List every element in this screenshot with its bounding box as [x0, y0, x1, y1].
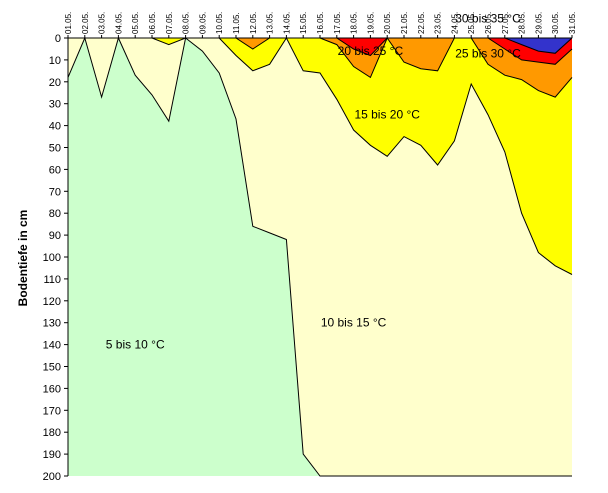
- x-tick-label: 29.05.: [534, 12, 543, 34]
- x-tick-label: 24.05.: [450, 12, 459, 34]
- x-tick-label: 04.05.: [114, 12, 123, 34]
- isotherm-10: [67, 36, 572, 477]
- x-tick-label: 10.05.: [215, 12, 224, 34]
- x-tick-label: 14.05.: [282, 12, 291, 34]
- x-tick-label: 01.05.: [64, 12, 73, 34]
- zone-5-10: [68, 38, 572, 476]
- y-tick-label: 90: [49, 230, 61, 242]
- y-tick-label: 150: [43, 362, 61, 374]
- x-axis: 01.05. 02.05. 03.05. 04.05. 05.05. 06.05. 07.0…: [64, 12, 577, 38]
- y-axis-label: Bodentiefe in cm: [16, 210, 30, 307]
- zone-30-35: [68, 38, 572, 54]
- y-tick-label: 20: [49, 77, 61, 89]
- y-tick-label: 80: [49, 208, 61, 220]
- y-tick-label: 10: [49, 55, 61, 67]
- y-tick-label: 110: [43, 274, 61, 286]
- x-tick-label: 17.05.: [333, 12, 342, 34]
- x-tick-label: 27.05.: [501, 12, 510, 34]
- y-tick-label: 40: [49, 121, 61, 133]
- zone-label: 25 bis 30 °C: [455, 46, 521, 60]
- x-tick-label: 25.05.: [467, 12, 476, 34]
- zone-15-20: [68, 38, 572, 275]
- y-tick-label: 120: [43, 296, 61, 308]
- y-tick-label: 140: [43, 340, 61, 352]
- x-tick-label: 05.05.: [131, 12, 140, 34]
- x-tick-label: 23.05.: [434, 12, 443, 34]
- y-tick-label: 60: [49, 164, 61, 176]
- x-tick-label: 28.05.: [518, 12, 527, 34]
- x-tick-label: 26.05.: [484, 12, 493, 34]
- temperature-zones: [68, 38, 572, 476]
- y-tick-label: 50: [49, 143, 61, 155]
- x-tick-label: 21.05.: [400, 12, 409, 34]
- x-tick-label: 06.05.: [148, 12, 157, 34]
- x-tick-label: 22.05.: [417, 12, 426, 34]
- zone-labels: 5 bis 10 °C 10 bis 15 °C 15 bis 20 °C 20 bi…: [106, 11, 521, 351]
- zone-20-25: [68, 38, 572, 98]
- zone-label: 5 bis 10 °C: [106, 338, 165, 352]
- y-tick-label: 170: [43, 405, 61, 417]
- x-tick-label: 13.05.: [266, 12, 275, 34]
- y-tick-label: 100: [43, 252, 61, 264]
- x-tick-label: 03.05.: [98, 12, 107, 34]
- y-tick-label: 190: [43, 449, 61, 461]
- zone-15-20-cap: [68, 38, 572, 45]
- y-tick-label: 200: [43, 471, 61, 483]
- x-tick-label: 08.05.: [182, 12, 191, 34]
- zone-label: 15 bis 20 °C: [354, 108, 420, 122]
- x-tick-label: 02.05.: [81, 12, 90, 34]
- y-tick-label: 30: [49, 99, 61, 111]
- x-tick-label: 09.05.: [198, 12, 207, 34]
- y-tick-label: 130: [43, 318, 61, 330]
- x-tick-label: 07.05.: [165, 12, 174, 34]
- y-tick-label: 0: [55, 33, 61, 45]
- x-tick-label: 12.05.: [249, 12, 258, 34]
- zone-label: 30 bis 35 °C: [455, 11, 521, 25]
- x-tick-label: 30.05.: [551, 12, 560, 34]
- y-tick-label: 160: [43, 383, 61, 395]
- x-tick-label: 11.05.: [232, 12, 241, 34]
- zone-label: 20 bis 25 °C: [338, 44, 404, 58]
- x-tick-label: 16.05.: [316, 12, 325, 34]
- x-tick-label: 19.05.: [366, 12, 375, 34]
- x-tick-label: 18.05.: [350, 12, 359, 34]
- x-tick-label: 20.05.: [383, 12, 392, 34]
- x-tick-label: 31.05.: [568, 12, 577, 34]
- zone-label: 10 bis 15 °C: [321, 316, 387, 330]
- y-tick-label: 70: [49, 186, 61, 198]
- y-tick-label: 180: [43, 427, 61, 439]
- y-axis: 0 10 20 30 40 50 60 70 80 90 100 110 120 130 140 150 160…: [43, 33, 68, 483]
- x-tick-label: 15.05.: [299, 12, 308, 34]
